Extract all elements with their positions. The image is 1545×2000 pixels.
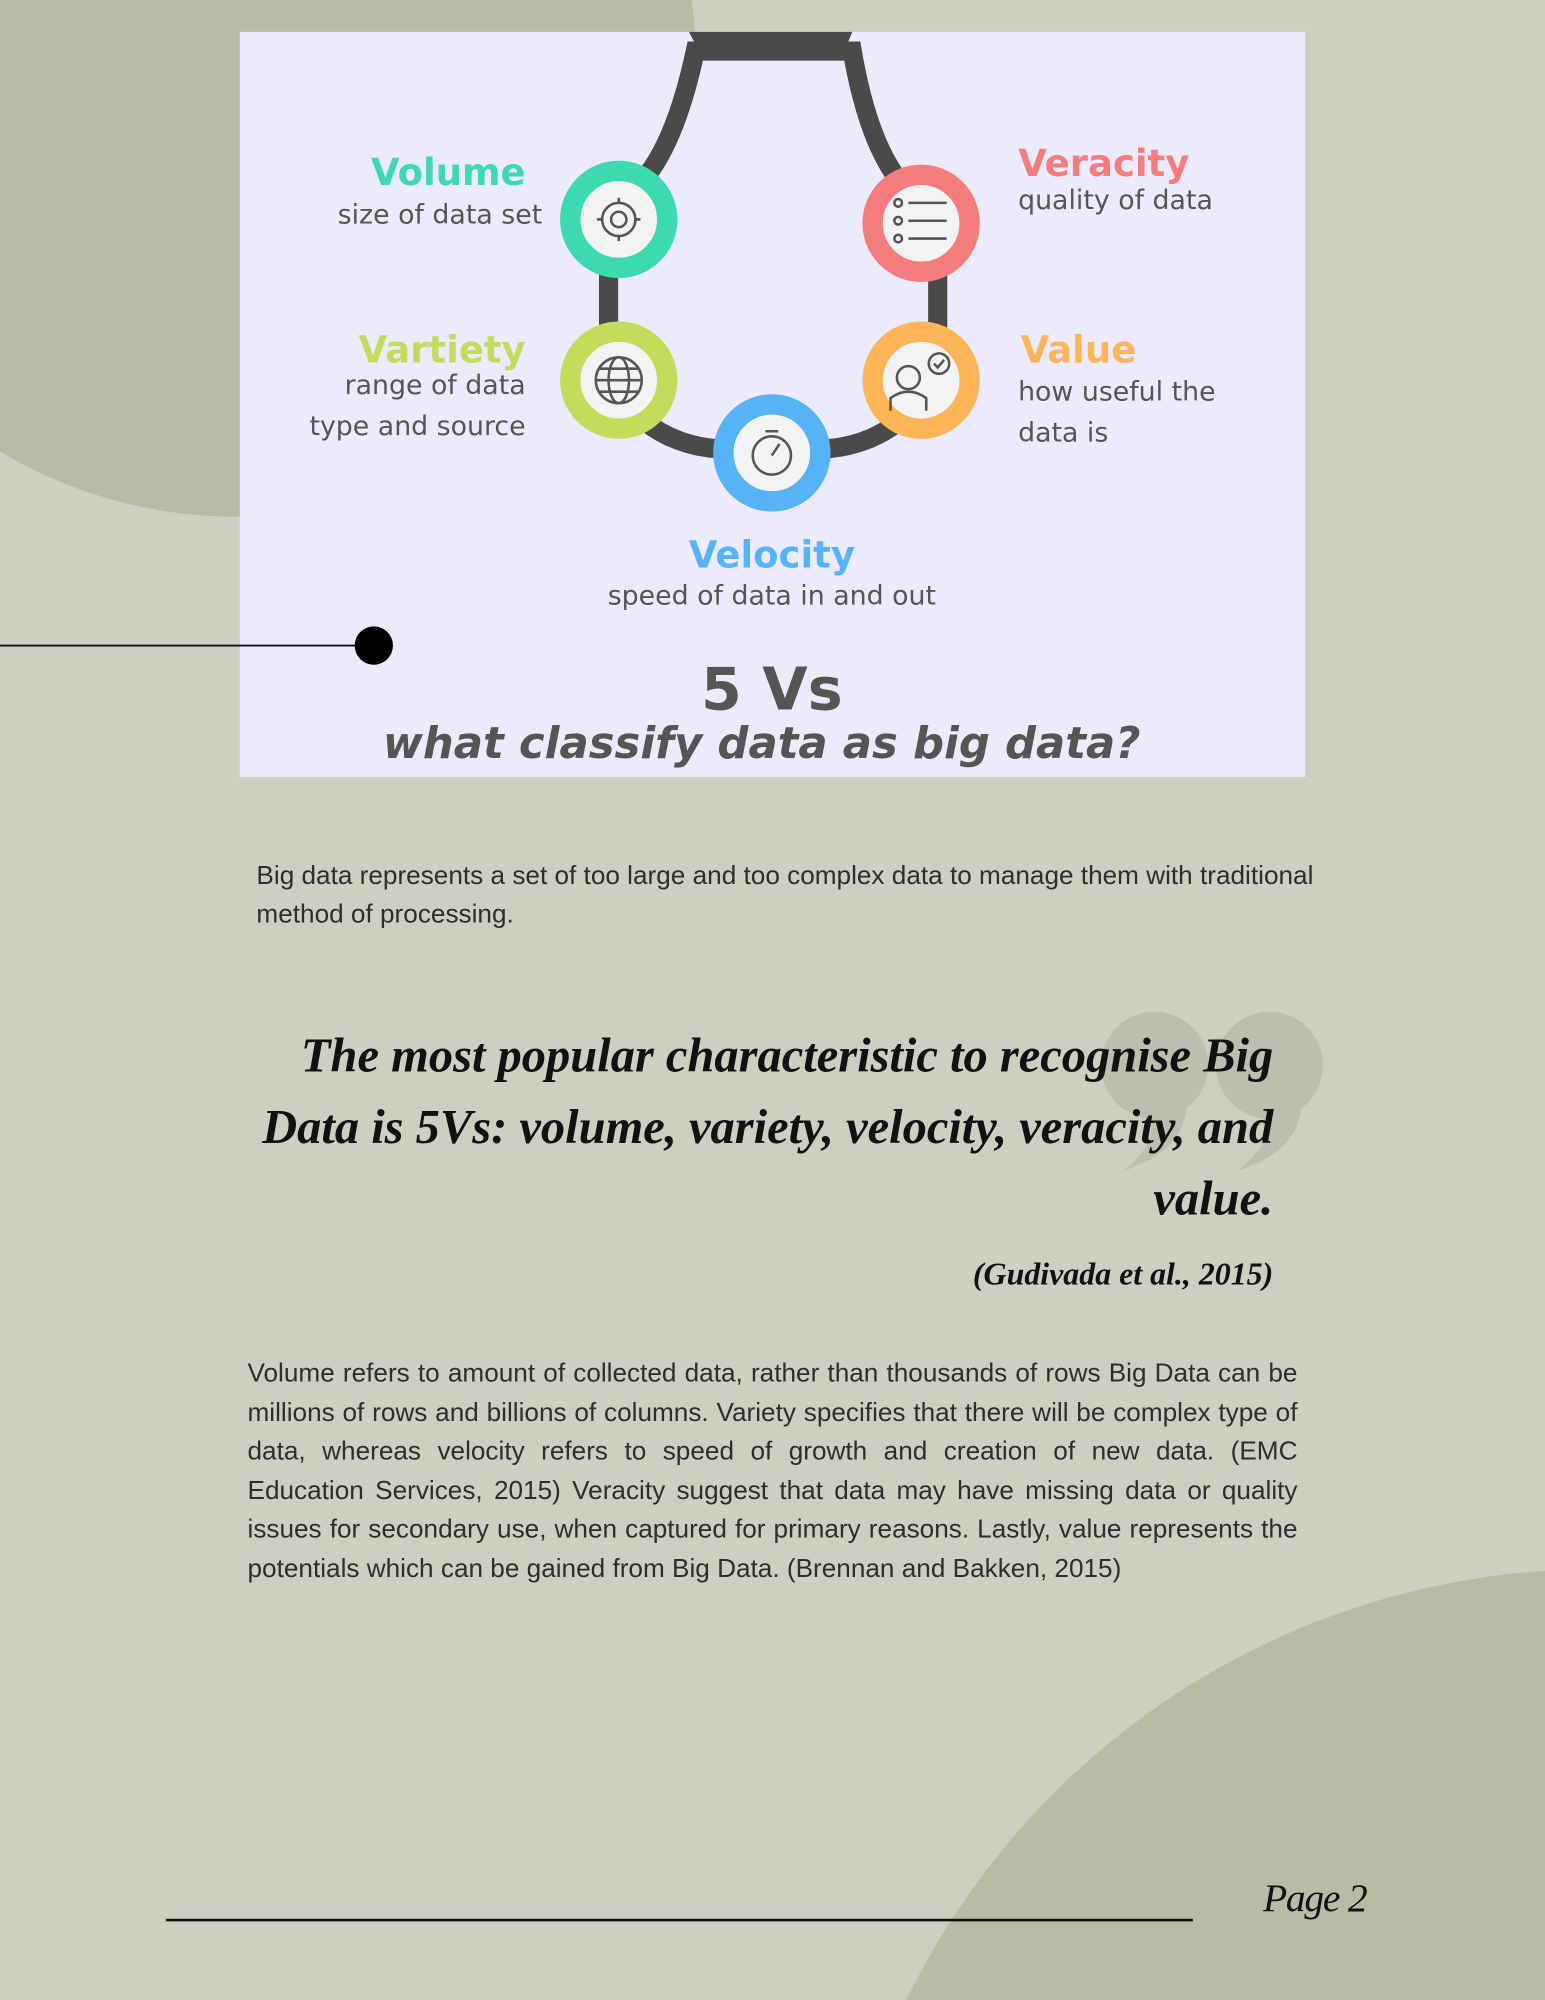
v-title: Value [1021, 328, 1137, 371]
icons [594, 197, 951, 476]
infographic-subtitle: what classify data as big data? [383, 719, 1141, 769]
v-title: Veracity [1018, 142, 1189, 185]
quote: The most popular characteristic to recog… [262, 1029, 1274, 1227]
v-titles: Volume Vartiety Velocity Veracity Value [359, 142, 1190, 577]
quote-citation: (Gudivada et al., 2015) [972, 1257, 1274, 1293]
v-desc: speed of data in and out [608, 581, 936, 612]
infographic-title: 5 Vs [701, 655, 843, 723]
v-title: Volume [371, 151, 526, 194]
body-text: Volume refers to amount of collected dat… [247, 1358, 1298, 1584]
v-desc: size of data set [338, 199, 543, 230]
intro-text: Big data represents a set of too large a… [256, 861, 1314, 929]
chain-top [688, 31, 853, 57]
v-title: Velocity [689, 534, 855, 577]
connector-dot [354, 626, 393, 665]
icon-rings [560, 160, 980, 512]
v-desc: data is [1018, 417, 1108, 448]
background-blob [906, 1570, 1545, 2000]
quote-mark [1101, 1011, 1324, 1172]
page-number: Page 2 [1263, 1875, 1368, 1921]
v-desc: how useful the [1018, 377, 1216, 408]
v-desc: range of data [345, 370, 526, 401]
v-desc: type and source [309, 411, 525, 442]
v-title: Vartiety [359, 328, 526, 371]
v-descriptions: size of data set range of data type and … [309, 185, 1215, 611]
v-desc: quality of data [1018, 185, 1213, 216]
